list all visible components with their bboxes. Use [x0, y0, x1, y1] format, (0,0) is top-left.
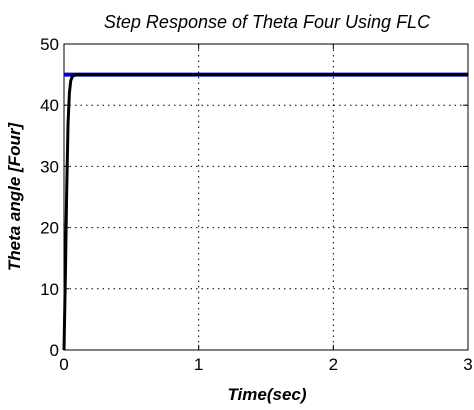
- x-tick-label: 2: [329, 355, 338, 374]
- chart-title: Step Response of Theta Four Using FLC: [104, 12, 431, 32]
- data-series: [62, 72, 468, 351]
- y-tick-label: 0: [50, 341, 59, 360]
- response-series-line: [62, 73, 468, 351]
- plot-area-frame: [63, 43, 469, 351]
- x-axis-label: Time(sec): [227, 385, 306, 404]
- y-tick-label: 10: [40, 280, 59, 299]
- x-tick-label: 1: [194, 355, 203, 374]
- x-tick-label: 0: [59, 355, 68, 374]
- y-axis-label: Theta angle [Four]: [5, 122, 24, 272]
- y-tick-label: 30: [40, 157, 59, 176]
- y-tick-label: 50: [40, 35, 59, 54]
- y-tick-label: 20: [40, 219, 59, 238]
- y-tick-label: 40: [40, 96, 59, 115]
- x-tick-label: 3: [463, 355, 472, 374]
- grid-lines: [64, 44, 468, 350]
